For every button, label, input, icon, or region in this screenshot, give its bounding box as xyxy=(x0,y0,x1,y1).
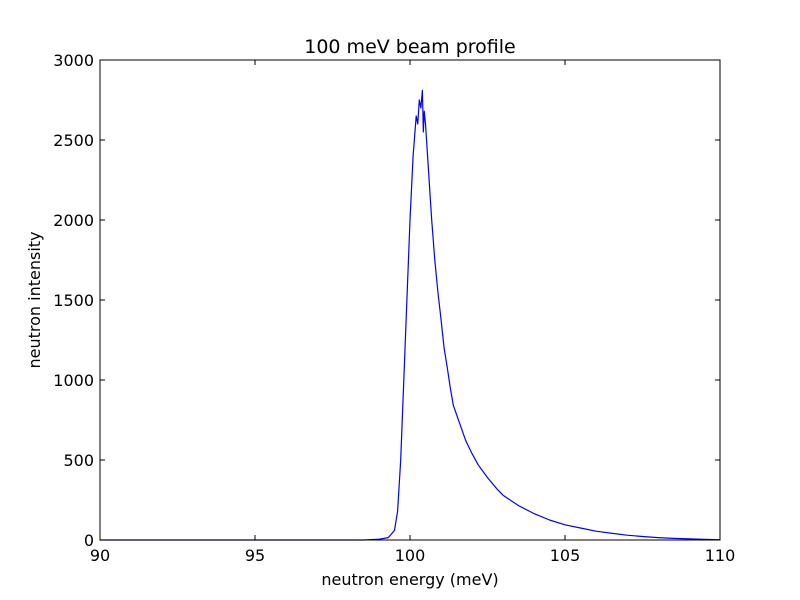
plot-frame xyxy=(99,59,721,541)
x-tick-label-4: 110 xyxy=(705,546,736,565)
y-tick-label-6: 3000 xyxy=(53,51,94,70)
y-tick-label-3: 1500 xyxy=(53,291,94,310)
series-group xyxy=(100,89,721,541)
tick-labels: 90 95 100 105 110 0 500 1000 1500 2000 2500 3000 xyxy=(53,51,735,565)
y-tick-label-0: 0 xyxy=(84,531,94,550)
y-tick-label-5: 2500 xyxy=(53,131,94,150)
y-tick-label-1: 500 xyxy=(63,451,94,470)
series-line-0 xyxy=(100,89,721,541)
x-tick-label-1: 95 xyxy=(245,546,265,565)
x-tick-label-0: 90 xyxy=(90,546,110,565)
x-tick-label-2: 100 xyxy=(395,546,426,565)
y-axis-label: neutron intensity xyxy=(25,231,44,368)
chart-title: 100 meV beam profile xyxy=(304,36,516,58)
x-tick-label-3: 105 xyxy=(550,546,581,565)
y-tick-label-2: 1000 xyxy=(53,371,94,390)
x-axis-label: neutron energy (meV) xyxy=(321,570,498,589)
y-tick-label-4: 2000 xyxy=(53,211,94,230)
plot-area xyxy=(100,60,720,540)
